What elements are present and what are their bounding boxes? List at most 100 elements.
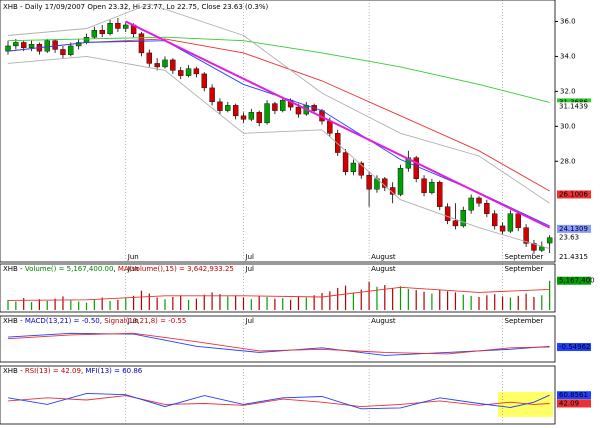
header-part: , — [100, 317, 104, 325]
candle-body — [539, 246, 545, 251]
candle-body — [484, 203, 490, 214]
month-label: August — [371, 253, 396, 261]
volume-bar — [549, 280, 551, 310]
candle-body — [507, 213, 514, 232]
volume-bar — [447, 291, 449, 310]
month-label: September — [505, 253, 544, 261]
value-badge-label: 26.1006 — [559, 190, 588, 198]
chart-title: XHB - Daily 17/09/2007 Open 23.32, Hi 23… — [3, 3, 269, 11]
volume-bar — [462, 294, 464, 310]
volume-bar — [164, 299, 166, 310]
volume-bar — [109, 300, 111, 310]
volume-bar — [525, 293, 527, 310]
volume-bar — [313, 295, 315, 310]
y-tick-label: 32.0 — [560, 87, 576, 95]
volume-bar — [290, 299, 292, 310]
candle-body — [107, 23, 113, 34]
candle-body — [397, 168, 404, 195]
candle-body — [99, 30, 105, 34]
candle-body — [193, 68, 200, 75]
volume-bar — [470, 295, 472, 310]
volume-bar — [478, 296, 480, 310]
candle-body — [60, 49, 66, 55]
panel-header: XHB - Volume() = 5,167,400.00, MA(Volume… — [3, 265, 234, 273]
month-label: September — [505, 317, 544, 325]
month-label: Jul — [245, 253, 255, 261]
volume-bar — [30, 302, 33, 310]
volume-bar — [7, 299, 9, 310]
header-part: XHB - — [3, 317, 25, 325]
volume-bar — [117, 299, 119, 310]
value-badge — [557, 343, 591, 352]
volume-bar — [250, 299, 252, 310]
month-label: Jul — [245, 265, 255, 273]
indicator-line — [7, 3, 550, 204]
volume-bar — [38, 299, 40, 310]
candle-body — [52, 40, 58, 50]
indicator-line — [7, 286, 550, 301]
panel-header: XHB - MACD(13,21) = -0.50, Signal(13,21,… — [3, 317, 186, 325]
volume-bar — [133, 295, 135, 310]
candle-body — [28, 43, 35, 48]
volume-bar — [274, 298, 276, 310]
month-label: Jul — [245, 317, 255, 325]
candle-body — [21, 42, 27, 48]
volume-bar — [501, 296, 504, 310]
month-label: Jun — [127, 265, 139, 273]
volume-bar — [70, 300, 72, 310]
header-part: MACD(13,21) = -0.50 — [25, 317, 100, 325]
y-tick-label: 30.0 — [560, 122, 576, 130]
volume-bar — [242, 297, 245, 310]
volume-bar — [62, 296, 64, 310]
month-label: September — [505, 265, 544, 273]
candle-body — [68, 45, 74, 55]
candle-body — [492, 213, 498, 227]
volume-bar — [125, 298, 127, 310]
header-part: MA(Volume(),15) = 3,642,933.25 — [118, 265, 234, 273]
value-badge-label: 21.4315 — [559, 253, 588, 261]
volume-bar — [439, 289, 441, 310]
candle-body — [515, 213, 521, 228]
candle-body — [413, 157, 419, 179]
volume-bar — [517, 295, 519, 310]
candle-body — [437, 182, 443, 207]
header-part: XHB - — [3, 367, 25, 375]
volume-bar — [392, 288, 394, 310]
candle-body — [248, 112, 255, 120]
indicator-line — [7, 392, 550, 410]
candle-body — [531, 243, 537, 251]
value-badge-label: 31.1439 — [559, 102, 588, 110]
volume-bar — [329, 291, 331, 310]
candle-body — [523, 227, 529, 244]
candle-body — [335, 133, 341, 153]
candle-body — [358, 162, 364, 176]
volume-bar — [235, 295, 237, 310]
value-badge-label: 23.63 — [559, 234, 579, 242]
volume-bar — [101, 297, 103, 310]
candle-body — [154, 63, 160, 68]
candle-body — [146, 52, 153, 64]
panel-frame — [0, 0, 556, 263]
candle-body — [44, 40, 50, 52]
value-badge — [557, 253, 591, 261]
volume-bar — [509, 297, 511, 310]
candle-body — [170, 59, 176, 71]
candle-body — [162, 59, 168, 68]
value-badge-label: 42.09 — [559, 399, 579, 407]
volume-bar — [211, 292, 213, 310]
volume-bar — [454, 292, 457, 310]
candle-body — [201, 73, 207, 89]
volume-bar — [46, 300, 48, 310]
candle-body — [13, 42, 19, 47]
volume-bar — [148, 293, 150, 310]
candle-body — [546, 237, 553, 244]
panel-header: XHB - RSI(13) = 42.09, MFI(13) = 60.86 — [3, 367, 143, 375]
volume-bar — [156, 297, 158, 310]
candle-body — [272, 103, 278, 111]
month-label: Jun — [127, 253, 139, 261]
candle-body — [256, 112, 262, 124]
candle-body — [499, 225, 506, 232]
volume-bar — [23, 298, 25, 310]
volume-bar — [93, 299, 95, 310]
